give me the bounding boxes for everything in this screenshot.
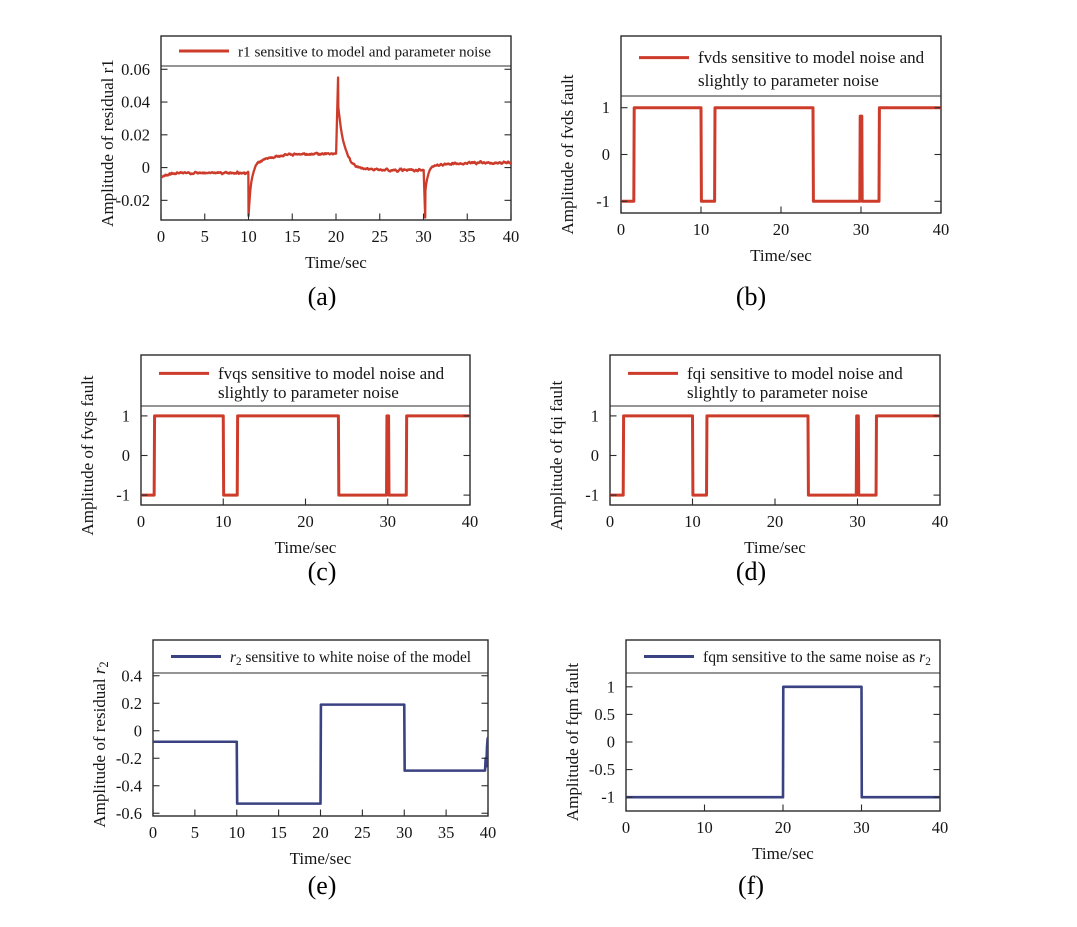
- svg-text:slightly to parameter noise: slightly to parameter noise: [218, 383, 399, 402]
- svg-text:15: 15: [270, 823, 287, 842]
- svg-text:35: 35: [459, 227, 476, 246]
- svg-text:0: 0: [137, 512, 145, 531]
- svg-text:0: 0: [591, 446, 599, 465]
- svg-text:20: 20: [312, 823, 329, 842]
- svg-text:40: 40: [932, 512, 949, 531]
- svg-text:0: 0: [617, 220, 625, 239]
- svg-text:1: 1: [607, 677, 615, 696]
- svg-text:(c): (c): [308, 557, 337, 586]
- svg-text:10: 10: [215, 512, 232, 531]
- svg-text:10: 10: [229, 823, 246, 842]
- svg-text:0: 0: [149, 823, 157, 842]
- svg-text:1: 1: [591, 406, 599, 425]
- svg-text:0.5: 0.5: [594, 705, 615, 724]
- svg-text:Time/sec: Time/sec: [750, 246, 812, 265]
- svg-text:fqm sensitive to the same nois: fqm sensitive to the same noise as r2: [703, 649, 931, 668]
- svg-text:-1: -1: [585, 486, 599, 505]
- svg-text:-0.4: -0.4: [116, 776, 142, 795]
- svg-text:30: 30: [853, 220, 870, 239]
- svg-text:r1 sensitive to model and para: r1 sensitive to model and parameter nois…: [238, 44, 491, 61]
- svg-text:10: 10: [693, 220, 710, 239]
- svg-text:30: 30: [380, 512, 397, 531]
- svg-text:Amplitude of fqi fault: Amplitude of fqi fault: [547, 380, 566, 530]
- svg-text:0.02: 0.02: [121, 125, 150, 144]
- svg-text:40: 40: [933, 220, 950, 239]
- svg-text:0: 0: [607, 733, 615, 752]
- svg-text:-0.6: -0.6: [116, 804, 142, 823]
- svg-text:1: 1: [122, 406, 130, 425]
- svg-text:0.4: 0.4: [121, 666, 142, 685]
- svg-text:-1: -1: [596, 192, 610, 211]
- svg-text:(e): (e): [308, 871, 337, 900]
- svg-text:(b): (b): [736, 282, 766, 311]
- svg-text:25: 25: [354, 823, 371, 842]
- svg-text:Time/sec: Time/sec: [275, 538, 337, 557]
- svg-text:-0.5: -0.5: [589, 760, 615, 779]
- svg-text:Amplitude of fqm fault: Amplitude of fqm fault: [563, 663, 582, 821]
- svg-text:0: 0: [622, 818, 630, 837]
- svg-text:20: 20: [773, 220, 790, 239]
- svg-text:-0.2: -0.2: [116, 749, 142, 768]
- svg-text:Time/sec: Time/sec: [744, 538, 806, 557]
- svg-text:20: 20: [328, 227, 345, 246]
- svg-text:Time/sec: Time/sec: [305, 253, 367, 272]
- svg-text:fvds sensitive to model noise: fvds sensitive to model noise and: [698, 48, 925, 67]
- svg-text:-1: -1: [601, 788, 615, 807]
- svg-text:0: 0: [142, 158, 150, 177]
- svg-text:30: 30: [849, 512, 866, 531]
- svg-text:0: 0: [134, 721, 142, 740]
- svg-text:30: 30: [396, 823, 413, 842]
- svg-text:(a): (a): [308, 282, 337, 311]
- svg-text:40: 40: [462, 512, 479, 531]
- svg-text:0.04: 0.04: [121, 93, 150, 112]
- svg-text:r2 sensitive to white noise of: r2 sensitive to white noise of the model: [230, 649, 471, 668]
- svg-text:1: 1: [602, 98, 610, 117]
- svg-text:-1: -1: [116, 486, 130, 505]
- svg-text:Time/sec: Time/sec: [752, 844, 814, 863]
- svg-text:0.06: 0.06: [121, 60, 150, 79]
- svg-text:30: 30: [415, 227, 432, 246]
- svg-text:fvqs sensitive to model noise: fvqs sensitive to model noise and: [218, 364, 445, 383]
- svg-text:25: 25: [372, 227, 389, 246]
- svg-text:40: 40: [932, 818, 949, 837]
- svg-text:0: 0: [602, 145, 610, 164]
- svg-text:(d): (d): [736, 557, 766, 586]
- svg-text:10: 10: [240, 227, 257, 246]
- svg-text:Amplitude of residual r1: Amplitude of residual r1: [98, 59, 117, 227]
- svg-text:35: 35: [438, 823, 455, 842]
- svg-text:20: 20: [297, 512, 314, 531]
- svg-text:Amplitude of residual r2: Amplitude of residual r2: [90, 661, 111, 827]
- svg-text:30: 30: [853, 818, 870, 837]
- svg-text:-0.02: -0.02: [116, 191, 150, 210]
- svg-text:10: 10: [696, 818, 713, 837]
- svg-text:5: 5: [201, 227, 209, 246]
- svg-text:40: 40: [480, 823, 497, 842]
- svg-text:0: 0: [606, 512, 614, 531]
- svg-text:40: 40: [503, 227, 520, 246]
- svg-text:Amplitude of fvqs fault: Amplitude of fvqs fault: [78, 375, 97, 535]
- svg-text:5: 5: [191, 823, 199, 842]
- svg-text:Time/sec: Time/sec: [290, 849, 352, 868]
- svg-text:(f): (f): [738, 871, 764, 900]
- svg-text:slightly to parameter noise: slightly to parameter noise: [687, 383, 868, 402]
- svg-text:15: 15: [284, 227, 301, 246]
- svg-text:0: 0: [122, 446, 130, 465]
- svg-text:20: 20: [775, 818, 792, 837]
- svg-text:0.2: 0.2: [121, 694, 142, 713]
- svg-text:Amplitude of fvds fault: Amplitude of fvds fault: [558, 74, 577, 234]
- svg-text:slightly to parameter noise: slightly to parameter noise: [698, 71, 879, 90]
- svg-text:20: 20: [767, 512, 784, 531]
- svg-text:10: 10: [684, 512, 701, 531]
- svg-text:fqi sensitive to model noise a: fqi sensitive to model noise and: [687, 364, 903, 383]
- svg-text:0: 0: [157, 227, 165, 246]
